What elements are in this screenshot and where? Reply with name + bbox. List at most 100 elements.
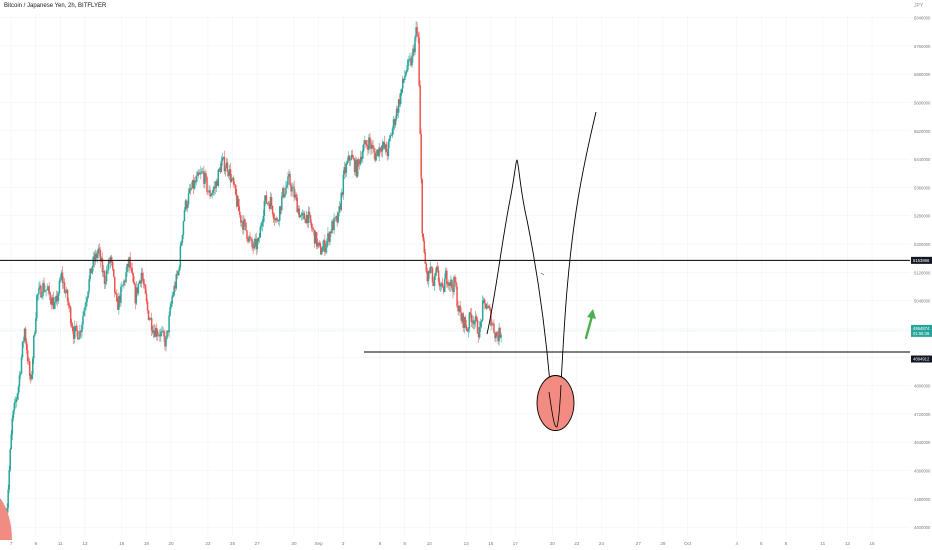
candle-body (56, 295, 59, 301)
time-tick-label: 15 (869, 541, 875, 546)
candle-body (469, 312, 472, 314)
candle-body (45, 290, 47, 291)
candle-body (200, 172, 202, 174)
candle-body (257, 238, 259, 242)
candle-body (357, 159, 360, 161)
candle-body (346, 161, 349, 164)
candle-body (147, 310, 150, 320)
candle-body (294, 194, 296, 198)
candle-body (382, 142, 385, 146)
candle-body (192, 180, 195, 189)
candle-body (174, 285, 176, 289)
candle-body (433, 275, 436, 286)
candle-body (83, 310, 85, 316)
candle-body (28, 361, 31, 376)
candle-body (224, 168, 227, 172)
candle-body (62, 282, 65, 283)
candle-body (91, 266, 93, 274)
candle-body (212, 189, 214, 193)
candle-body (268, 203, 271, 209)
candle-body (78, 338, 80, 340)
candle-body (264, 195, 267, 201)
candle-body (205, 173, 207, 178)
candle-body (7, 489, 9, 508)
candle-body (66, 289, 69, 302)
time-tick-label: 23 (205, 541, 211, 546)
candle-body (476, 319, 479, 334)
candle-body (473, 321, 476, 325)
candle-body (17, 386, 20, 394)
candle-body (187, 193, 190, 205)
candle-body (362, 150, 364, 159)
candle-body (118, 296, 120, 310)
candle-body (269, 197, 272, 209)
candle-body (283, 187, 285, 198)
candle-body (498, 327, 500, 342)
candle-body (189, 188, 192, 190)
candle-body (328, 233, 330, 242)
hand-drawn-projection (0, 111, 597, 540)
candle-body (10, 434, 12, 450)
candle-body (74, 326, 76, 339)
time-tick-label: 20 (168, 541, 174, 546)
candle-body (92, 256, 94, 267)
candle-body (76, 325, 78, 332)
red-partial-circle (0, 498, 12, 540)
candle-body (255, 238, 257, 250)
current-price-badge (911, 324, 932, 337)
candle-body (474, 316, 477, 322)
candle-body (261, 222, 264, 226)
countdown-label: 01:55:36 (913, 331, 930, 336)
candle-body (440, 283, 443, 286)
resistance-price-label: 5153866 (913, 258, 930, 263)
candle-body (248, 236, 250, 242)
candle-body (274, 218, 277, 221)
candle-body (457, 306, 459, 312)
candle-body (73, 331, 75, 339)
candle-body (86, 297, 88, 303)
candle-body (239, 211, 241, 216)
candle-body (312, 229, 315, 231)
candle-body (169, 307, 171, 316)
candle-body (150, 318, 153, 331)
candle-body (393, 119, 396, 126)
candle-body (64, 292, 67, 294)
price-tick-label: 4800000 (914, 384, 931, 389)
candle-body (333, 217, 335, 231)
candle-body (409, 58, 411, 60)
candle-body (127, 263, 129, 268)
candle-body (453, 276, 455, 293)
candle-body (500, 335, 502, 338)
candle-body (365, 140, 367, 145)
candle-body (219, 168, 222, 173)
price-axis[interactable]: 5840000 5760000 5680000 5600000 5520000 54400… (911, 16, 932, 531)
candle-body (112, 269, 115, 277)
candle-body (207, 191, 209, 193)
candle-body (170, 303, 172, 308)
candle-body (460, 312, 462, 321)
candle-body (345, 163, 348, 173)
candle-body (159, 334, 161, 337)
candle-body (211, 192, 213, 195)
candle-body (29, 375, 32, 380)
candle-body (217, 169, 220, 186)
candle-body (391, 128, 394, 136)
time-axis[interactable]: 7 9 11 13 16 18 20 23 25 27 30 Sep 3 6 8 10 13 15 17 20 22 24… (10, 541, 875, 546)
candle-body (452, 288, 454, 293)
candle-body (123, 280, 125, 286)
candle-body (203, 171, 205, 184)
candle-body (371, 145, 373, 149)
candle-body (96, 253, 99, 259)
candle-body (193, 180, 196, 189)
candle-body (495, 332, 497, 339)
projection-curve-inner (548, 384, 562, 428)
candle-body (79, 330, 81, 339)
candle-body (209, 190, 211, 197)
time-tick-label: 30 (291, 541, 297, 546)
currency-label[interactable]: JPY (914, 3, 924, 9)
candle-body (51, 297, 53, 305)
candle-body (106, 269, 109, 271)
candle-body (318, 242, 321, 246)
candle-body (201, 171, 203, 173)
